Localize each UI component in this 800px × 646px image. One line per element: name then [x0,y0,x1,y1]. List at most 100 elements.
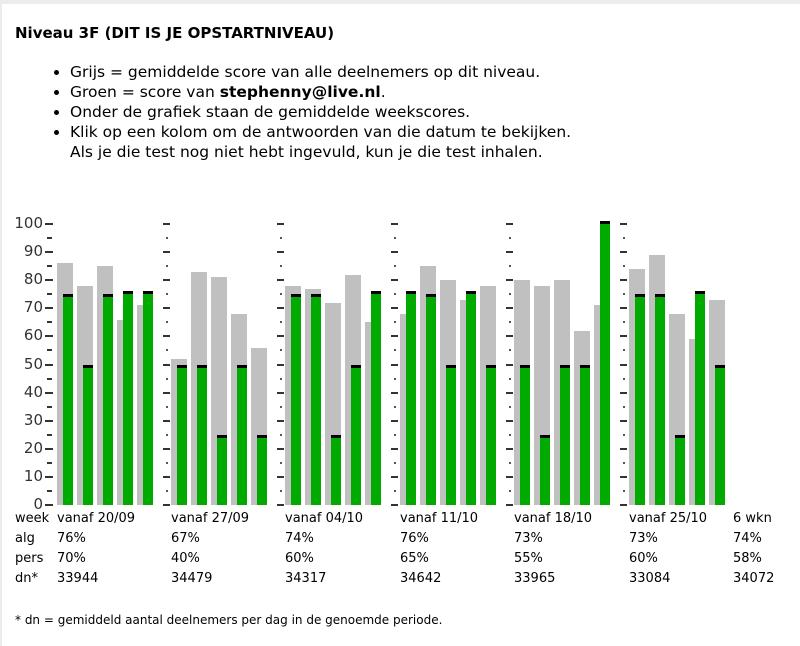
separator-tick [391,279,398,282]
personal-score-bar[interactable] [635,294,645,505]
separator-dot [280,461,282,464]
table-cell-alg: 67% [171,531,200,546]
personal-score-bar[interactable] [520,364,530,505]
separator-tick [391,504,398,506]
separator-dot [623,433,625,436]
separator-dot [166,265,168,268]
y-tick [45,251,53,254]
separator-dot [280,433,282,436]
separator-tick [163,447,170,450]
y-tick-label: 0 [33,495,43,513]
separator-dot [280,377,282,380]
personal-score-bar[interactable] [371,291,381,505]
personal-score-bar[interactable] [351,364,361,505]
y-tick [45,504,53,506]
separator-tick [620,307,627,310]
y-tick-label: 30 [23,410,43,429]
table-cell-alg: 73% [514,531,543,546]
separator-tick [620,504,627,506]
separator-tick [506,251,513,254]
separator-dot [280,237,282,240]
personal-score-bar[interactable] [715,364,725,505]
table-cell-week: 6 wkn [733,511,772,526]
separator-dot [623,461,625,464]
separator-tick [163,307,170,310]
row-label-pers: pers [15,551,44,566]
personal-score-bar[interactable] [486,364,496,505]
personal-score-bar[interactable] [217,434,227,505]
separator-dot [280,489,282,492]
separator-dot [509,461,511,464]
personal-score-bar[interactable] [63,294,73,505]
separator-tick [506,363,513,366]
y-tick [45,279,53,282]
table-cell-pers: 55% [514,551,543,566]
personal-score-bar[interactable] [291,294,301,505]
y-minor-tick [47,405,52,408]
separator-dot [623,321,625,324]
separator-tick [277,307,284,310]
separator-dot [280,405,282,408]
separator-dot [280,293,282,296]
personal-score-bar[interactable] [103,294,113,505]
personal-score-bar[interactable] [257,434,267,505]
user-email: stephenny@live.nl [219,83,381,101]
separator-tick [277,335,284,338]
separator-tick [506,223,513,225]
separator-dot [623,265,625,268]
separator-tick [163,251,170,254]
personal-score-bar[interactable] [83,364,93,505]
separator-dot [509,349,511,352]
personal-score-bar[interactable] [311,294,321,505]
personal-score-bar[interactable] [197,364,207,505]
personal-score-bar[interactable] [560,364,570,505]
y-tick [45,391,53,394]
separator-tick [506,335,513,338]
separator-dot [623,293,625,296]
personal-score-bar[interactable] [540,434,550,505]
legend-click-info: Klik op een kolom om de antwoorden van d… [70,122,571,162]
separator-dot [509,293,511,296]
personal-score-bar[interactable] [237,364,247,505]
legend-list: Grijs = gemiddelde score van alle deelne… [50,62,571,162]
row-label-alg: alg [15,531,35,546]
separator-tick [391,223,398,225]
table-cell-alg: 73% [629,531,658,546]
personal-score-bar[interactable] [143,291,153,505]
separator-dot [166,293,168,296]
personal-score-bar[interactable] [331,434,341,505]
personal-score-bar[interactable] [446,364,456,505]
table-cell-week: vanaf 20/09 [57,511,136,526]
separator-dot [394,433,396,436]
separator-dot [280,321,282,324]
personal-score-bar[interactable] [695,291,705,505]
legend-green: Groen = score van stephenny@live.nl. [70,82,571,102]
table-cell-dn: 34072 [733,571,775,586]
personal-score-bar[interactable] [580,364,590,505]
table-cell-dn: 34479 [171,571,213,586]
table-cell-pers: 58% [733,551,762,566]
separator-dot [280,265,282,268]
table-cell-pers: 70% [57,551,86,566]
personal-score-bar[interactable] [675,434,685,505]
separator-tick [391,335,398,338]
separator-dot [509,265,511,268]
separator-dot [623,405,625,408]
personal-score-bar[interactable] [600,221,610,505]
personal-score-bar[interactable] [406,291,416,505]
personal-score-bar[interactable] [466,291,476,505]
personal-score-bar[interactable] [655,294,665,505]
separator-dot [623,489,625,492]
separator-dot [509,321,511,324]
personal-score-bar[interactable] [426,294,436,505]
personal-score-bar[interactable] [177,364,187,505]
separator-dot [394,489,396,492]
y-tick [45,307,53,310]
separator-tick [163,279,170,282]
personal-score-bar[interactable] [123,291,133,505]
separator-dot [394,405,396,408]
y-tick-label: 80 [23,270,43,289]
footnote: * dn = gemiddeld aantal deelnemers per d… [15,613,443,627]
top-border [0,0,800,4]
separator-dot [394,265,396,268]
